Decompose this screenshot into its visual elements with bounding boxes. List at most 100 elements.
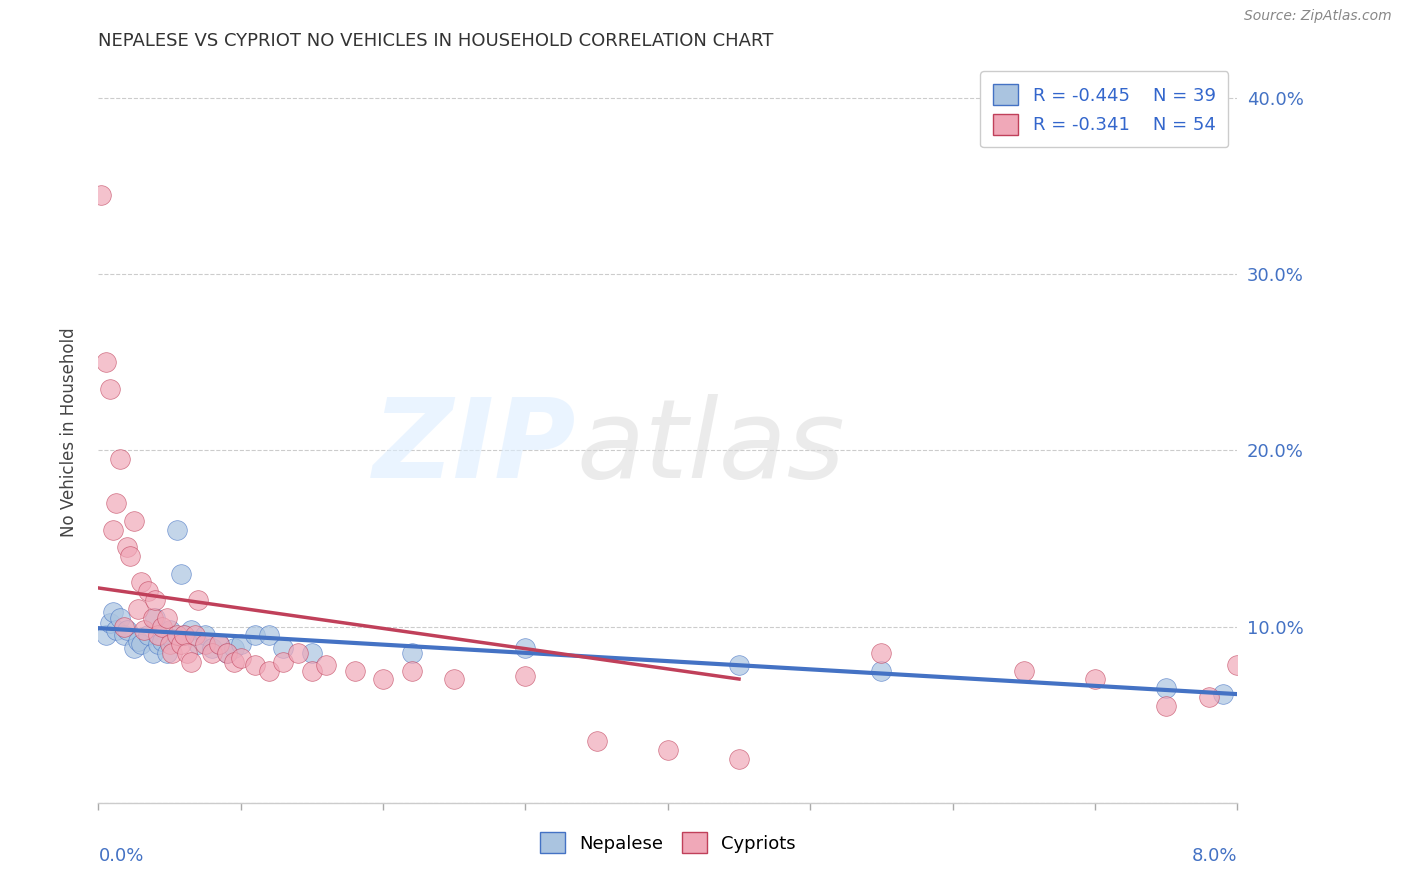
Point <box>187 593 209 607</box>
Point <box>1012 664 1035 678</box>
Point <box>173 628 195 642</box>
Point <box>129 637 152 651</box>
Point <box>170 566 193 581</box>
Point <box>180 655 202 669</box>
Point <box>101 606 124 620</box>
Point <box>90 187 112 202</box>
Point <box>371 673 394 687</box>
Point <box>1154 681 1177 696</box>
Point <box>187 637 209 651</box>
Text: 8.0%: 8.0% <box>1192 847 1237 865</box>
Point <box>136 584 159 599</box>
Point <box>194 628 217 642</box>
Point <box>115 540 138 554</box>
Point <box>515 640 537 655</box>
Point <box>657 743 679 757</box>
Point <box>166 523 188 537</box>
Point <box>728 752 751 766</box>
Point <box>127 633 149 648</box>
Point <box>259 664 281 678</box>
Point <box>443 673 465 687</box>
Point <box>112 619 135 633</box>
Point <box>315 658 337 673</box>
Point <box>229 637 252 651</box>
Point <box>156 610 179 624</box>
Point <box>152 633 174 648</box>
Point <box>1154 698 1177 713</box>
Point <box>243 658 266 673</box>
Point <box>194 637 217 651</box>
Point <box>229 651 252 665</box>
Point <box>122 640 145 655</box>
Text: NEPALESE VS CYPRIOT NO VEHICLES IN HOUSEHOLD CORRELATION CHART: NEPALESE VS CYPRIOT NO VEHICLES IN HOUSE… <box>98 32 773 50</box>
Point <box>1084 673 1107 687</box>
Point <box>118 549 141 563</box>
Point <box>1226 658 1249 673</box>
Point <box>870 664 893 678</box>
Text: Source: ZipAtlas.com: Source: ZipAtlas.com <box>1244 9 1392 23</box>
Point <box>273 640 295 655</box>
Point <box>222 640 245 655</box>
Point <box>127 602 149 616</box>
Point <box>215 646 238 660</box>
Point <box>156 646 179 660</box>
Legend: Nepalese, Cypriots: Nepalese, Cypriots <box>533 825 803 861</box>
Point <box>152 619 174 633</box>
Point <box>401 664 423 678</box>
Point <box>401 646 423 660</box>
Point <box>122 514 145 528</box>
Point <box>94 355 117 369</box>
Point <box>173 628 195 642</box>
Point <box>222 655 245 669</box>
Point <box>104 623 127 637</box>
Point <box>145 610 167 624</box>
Point <box>301 664 323 678</box>
Point <box>141 610 163 624</box>
Point <box>101 523 124 537</box>
Point <box>287 646 309 660</box>
Point <box>162 632 184 646</box>
Point <box>112 628 135 642</box>
Point <box>148 628 170 642</box>
Point <box>176 646 198 660</box>
Point <box>243 628 266 642</box>
Point <box>129 575 152 590</box>
Point <box>162 646 184 660</box>
Point <box>180 623 202 637</box>
Point <box>1212 686 1234 700</box>
Point <box>515 669 537 683</box>
Point <box>159 637 181 651</box>
Text: atlas: atlas <box>576 394 845 501</box>
Point <box>208 637 231 651</box>
Point <box>94 628 117 642</box>
Point <box>870 646 893 660</box>
Point <box>104 496 127 510</box>
Point <box>301 646 323 660</box>
Point <box>108 610 131 624</box>
Point <box>728 658 751 673</box>
Point <box>215 646 238 660</box>
Point <box>98 382 121 396</box>
Y-axis label: No Vehicles in Household: No Vehicles in Household <box>59 327 77 538</box>
Point <box>201 646 224 660</box>
Point <box>98 615 121 630</box>
Point <box>1198 690 1220 704</box>
Point <box>108 452 131 467</box>
Text: 0.0%: 0.0% <box>98 847 143 865</box>
Point <box>115 623 138 637</box>
Point <box>132 623 155 637</box>
Point <box>166 628 188 642</box>
Point <box>141 646 163 660</box>
Point <box>170 637 193 651</box>
Point <box>201 640 224 655</box>
Point <box>208 637 231 651</box>
Text: ZIP: ZIP <box>373 394 576 501</box>
Point <box>145 593 167 607</box>
Point <box>585 734 607 748</box>
Point <box>148 637 170 651</box>
Point <box>273 655 295 669</box>
Point <box>343 664 366 678</box>
Point <box>259 628 281 642</box>
Point <box>159 623 181 637</box>
Point <box>136 628 159 642</box>
